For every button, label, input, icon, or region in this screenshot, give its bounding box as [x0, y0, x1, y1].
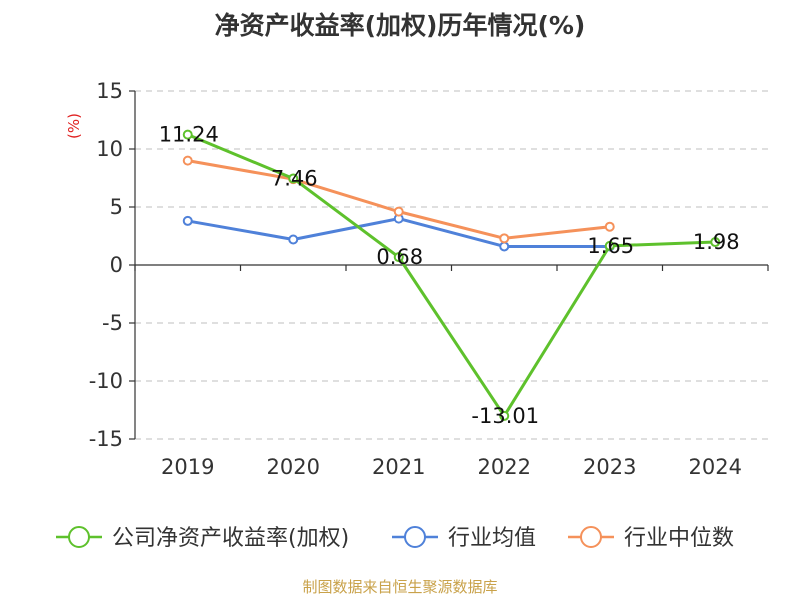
y-tick-label: -5: [102, 311, 123, 335]
x-tick-label: 2022: [478, 455, 531, 479]
y-tick-label: -10: [89, 369, 123, 393]
series-line: [187, 159, 610, 240]
x-tick-label: 2024: [689, 455, 742, 479]
x-tick-label: 2023: [583, 455, 636, 479]
data-point: [499, 233, 510, 244]
y-axis-label: (%): [65, 113, 83, 139]
data-label: 1.65: [587, 234, 634, 258]
data-label: 7.46: [271, 166, 318, 190]
source-note: 制图数据来自恒生聚源数据库: [302, 578, 498, 596]
y-tick-label: 15: [96, 79, 123, 103]
data-label: 11.24: [159, 123, 219, 147]
series-line: [187, 133, 716, 418]
data-label: 1.98: [693, 230, 740, 254]
data-point: [499, 410, 510, 421]
y-tick-label: 0: [110, 253, 123, 277]
data-label: -13.01: [471, 404, 539, 428]
data-point: [393, 252, 404, 263]
legend-marker: [68, 526, 90, 548]
data-point: [604, 240, 615, 251]
axes: 15 10 5 0 -5 -10 -15 2019 2020 2021 2022 2023 2024 (%…: [65, 79, 769, 479]
data-labels: 11.24 7.46 0.68 -13.01 1.65 1.98: [159, 123, 740, 428]
data-point: [182, 129, 193, 140]
chart-title: 净资产收益率(加权)历年情况(%): [214, 11, 586, 40]
y-tick-label: -15: [89, 427, 123, 451]
x-tick-label: 2020: [267, 455, 320, 479]
legend-marker: [404, 526, 426, 548]
y-tick-label: 10: [96, 137, 123, 161]
data-point: [710, 237, 721, 248]
data-point: [393, 206, 404, 217]
legend: 公司净资产收益率(加权) 行业均值 行业中位数: [56, 526, 734, 551]
legend-marker: [580, 526, 602, 548]
x-tick-label: 2019: [161, 455, 214, 479]
data-point: [288, 234, 299, 245]
data-point: [182, 155, 193, 166]
data-point: [499, 241, 510, 252]
x-tick-label: 2021: [372, 455, 425, 479]
data-label: 0.68: [376, 245, 423, 269]
legend-label: 公司净资产收益率(加权): [112, 526, 349, 551]
series-layer: [182, 129, 721, 421]
data-point: [182, 215, 193, 226]
data-point: [604, 221, 615, 232]
legend-label: 行业均值: [448, 526, 536, 551]
legend-label: 行业中位数: [624, 526, 734, 551]
data-point: [288, 173, 299, 184]
y-tick-label: 5: [110, 195, 123, 219]
